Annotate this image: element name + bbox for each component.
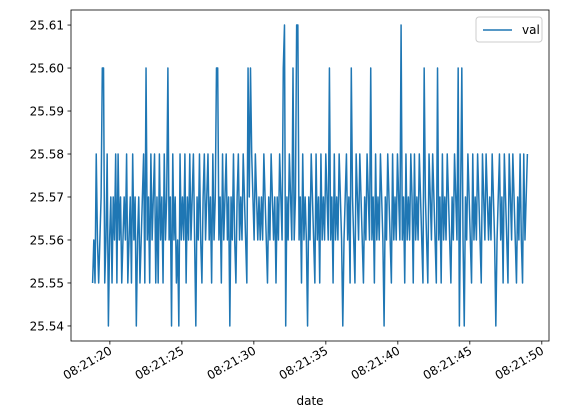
y-tick-label: 25.54 (30, 319, 64, 333)
legend: val (475, 16, 543, 43)
y-tick-label: 25.59 (30, 105, 64, 119)
legend-label-val: val (522, 23, 540, 37)
series-line-val (91, 24, 529, 327)
x-axis-title: date (296, 394, 323, 408)
y-tick-label: 25.56 (30, 233, 64, 247)
y-tick-label: 25.55 (30, 276, 64, 290)
y-tick-label: 25.60 (30, 62, 64, 76)
y-tick-label: 25.57 (30, 190, 64, 204)
y-tick-label: 25.61 (30, 19, 64, 33)
plot-frame (70, 9, 550, 342)
y-tick-label: 25.58 (30, 148, 64, 162)
y-axis: 25.54 25.55 25.56 25.57 25.58 25.59 25.60 25.61 (30, 19, 71, 333)
